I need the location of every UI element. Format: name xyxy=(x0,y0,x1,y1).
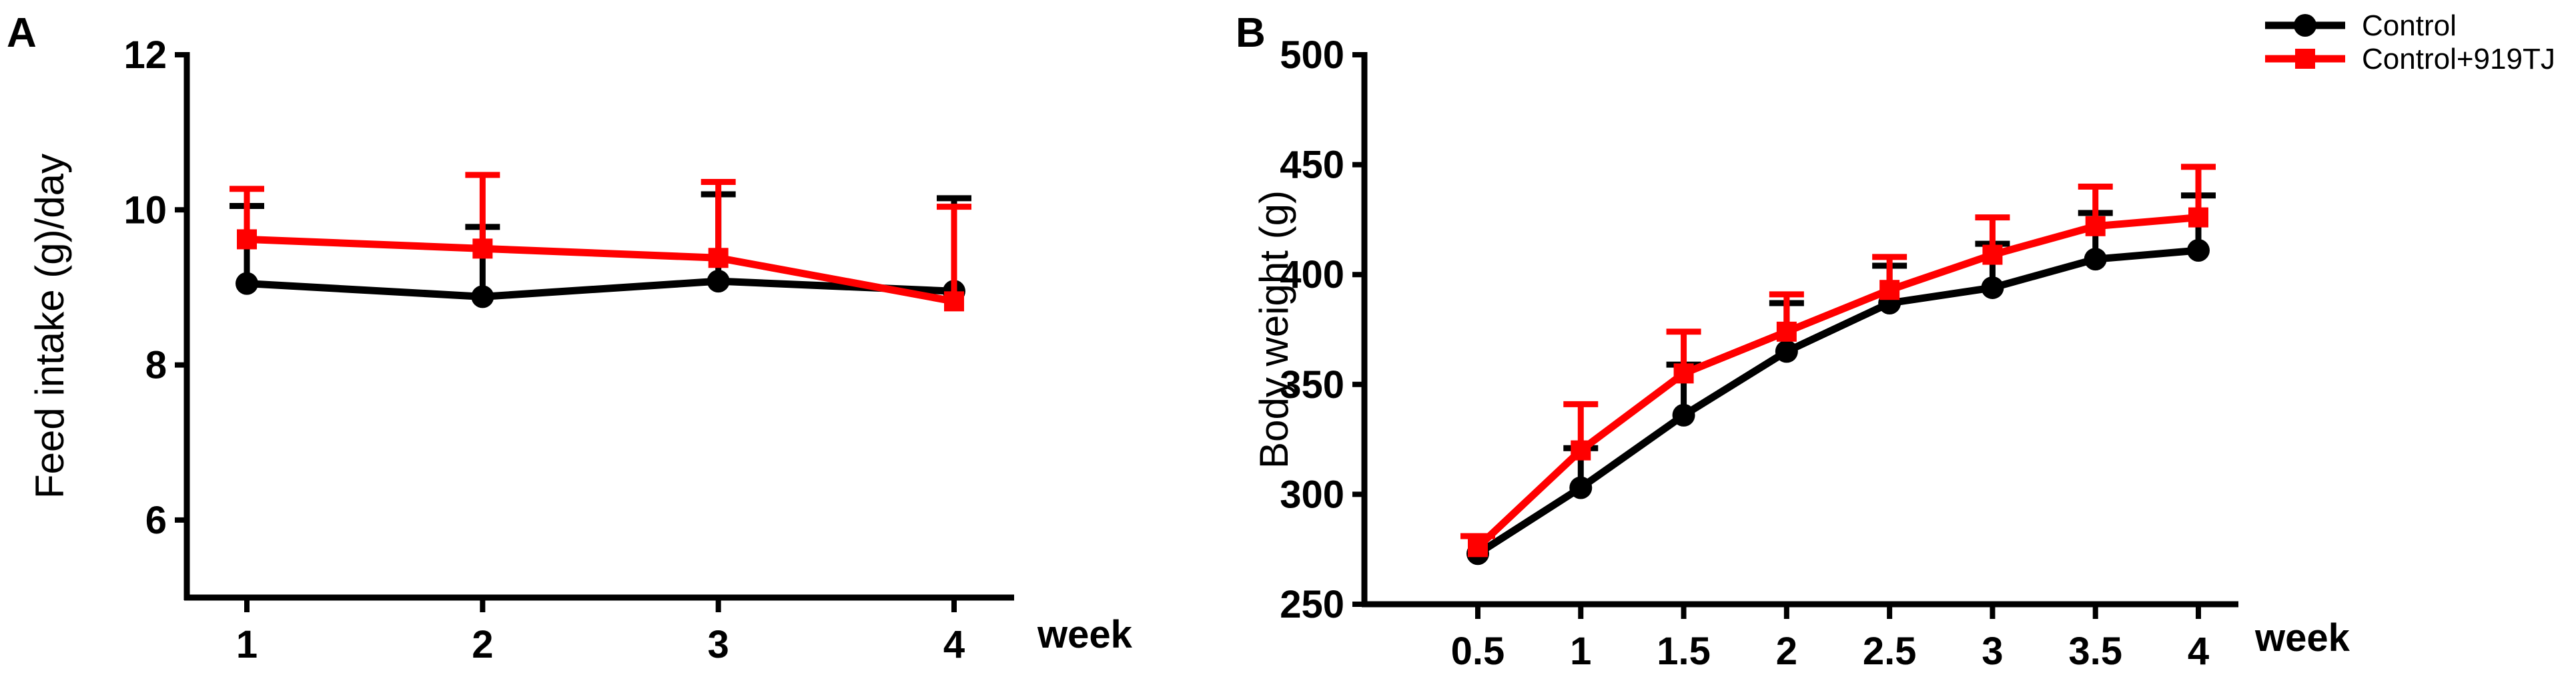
x-tick-label: 3.5 xyxy=(2068,630,2122,673)
series-control-919tj xyxy=(1460,164,2216,557)
data-point xyxy=(471,285,494,308)
y-tick-label: 500 xyxy=(1280,33,1344,77)
panel-b-body-weight-chart: B 250 300 350 400 450 500 0.5 1 1.5 2 2.5 3 3.5 4 Body … xyxy=(1236,10,2350,673)
data-point xyxy=(1672,403,1695,427)
legend-marker xyxy=(2294,14,2316,37)
y-tick-label: 12 xyxy=(123,33,167,77)
legend-label: Control xyxy=(2362,9,2457,42)
x-tick-label: 3 xyxy=(708,623,729,666)
series-line xyxy=(246,277,955,300)
data-point xyxy=(1981,276,2004,299)
data-point xyxy=(1982,244,2003,265)
x-tick-label: 0.5 xyxy=(1451,630,1505,673)
x-axis-unit-label: week xyxy=(2254,616,2350,660)
data-point xyxy=(708,248,729,268)
data-point xyxy=(2085,216,2106,236)
x-tick-label: 2.5 xyxy=(1863,630,1917,673)
x-tick-label: 4 xyxy=(2188,630,2209,673)
legend-label: Control+919TJ xyxy=(2362,43,2555,75)
x-tick-label: 3 xyxy=(1982,630,2003,673)
y-tick-label: 450 xyxy=(1280,144,1344,187)
data-point xyxy=(1571,440,1591,461)
series-line xyxy=(246,235,955,305)
data-point xyxy=(236,272,258,295)
data-point xyxy=(1775,340,1798,363)
series-line xyxy=(1475,214,2199,550)
y-axis-title: Feed intake (g)/day xyxy=(27,154,72,499)
data-point xyxy=(2187,238,2210,262)
data-point xyxy=(472,238,493,259)
y-tick-label: 400 xyxy=(1280,253,1344,296)
series-control xyxy=(1460,192,2216,566)
data-point xyxy=(707,270,730,293)
panel-letter: A xyxy=(7,10,37,56)
x-tick-label: 1 xyxy=(1570,630,1591,673)
y-tick-label: 300 xyxy=(1280,473,1344,516)
data-point xyxy=(237,229,257,250)
x-axis-unit-label: week xyxy=(1037,613,1133,656)
x-tick-label: 2 xyxy=(472,623,493,666)
data-point xyxy=(1569,476,1593,499)
x-tick-label: 4 xyxy=(943,623,965,666)
x-tick-label: 1.5 xyxy=(1657,630,1711,673)
x-tick-label: 1 xyxy=(236,623,258,666)
y-tick-label: 8 xyxy=(145,344,167,387)
data-point xyxy=(2188,207,2208,228)
data-point xyxy=(1468,537,1488,557)
data-point xyxy=(1673,363,1694,384)
legend-marker xyxy=(2295,49,2315,69)
panel-letter: B xyxy=(1236,10,1266,56)
legend-item: Control xyxy=(2265,9,2457,42)
data-point xyxy=(944,291,964,312)
y-tick-label: 250 xyxy=(1280,583,1344,626)
y-axis-title: Body weight (g) xyxy=(1252,190,1296,469)
data-point xyxy=(1879,280,1900,300)
data-point xyxy=(1776,321,1797,342)
x-tick-label: 2 xyxy=(1776,630,1797,673)
series-line xyxy=(1476,246,2199,557)
data-point xyxy=(2084,248,2107,271)
y-tick-label: 350 xyxy=(1280,363,1344,407)
y-tick-label: 10 xyxy=(123,188,167,232)
series-control-919tj xyxy=(230,172,971,312)
y-tick-label: 6 xyxy=(145,499,167,542)
legend-item: Control+919TJ xyxy=(2265,43,2555,75)
